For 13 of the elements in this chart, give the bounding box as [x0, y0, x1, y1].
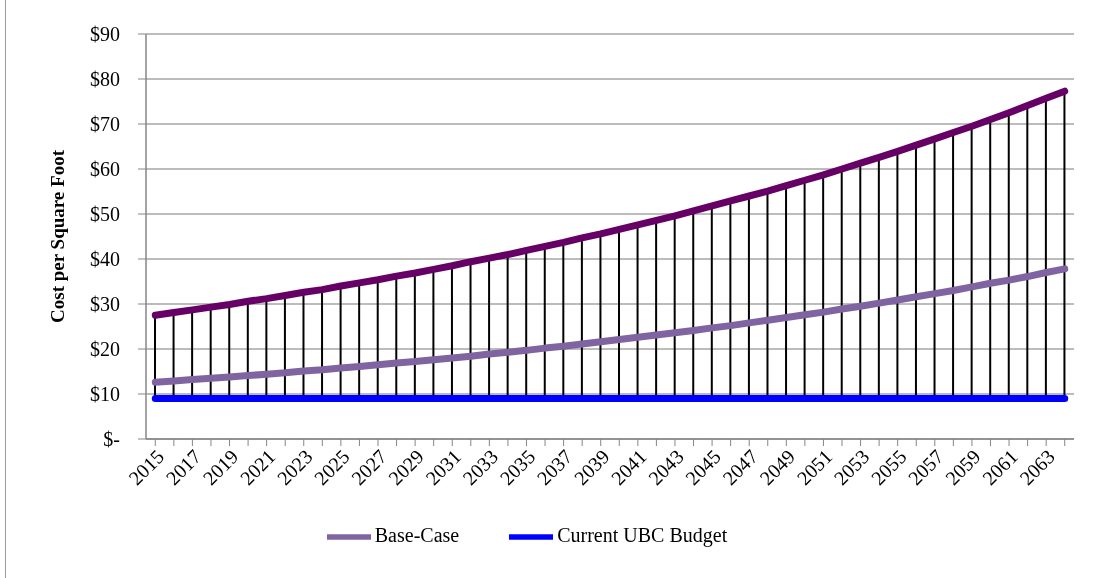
y-tick-label: $40 [90, 248, 120, 271]
y-axis-title: Cost per Square Foot [46, 149, 68, 323]
y-tick-label: $10 [90, 383, 120, 406]
y-tick-label: $- [103, 428, 120, 451]
y-tick-label: $30 [90, 293, 120, 316]
y-tick-label: $80 [90, 68, 120, 91]
y-tick-label: $60 [90, 158, 120, 181]
y-tick-label: $50 [90, 203, 120, 226]
y-tick-label: $70 [90, 113, 120, 136]
legend-label: Current UBC Budget [557, 523, 728, 546]
y-tick-label: $20 [90, 338, 120, 361]
y-tick-label: $90 [90, 23, 120, 46]
legend-label: Base-Case [374, 523, 460, 546]
